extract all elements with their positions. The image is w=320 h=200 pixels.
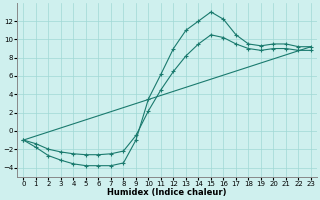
X-axis label: Humidex (Indice chaleur): Humidex (Indice chaleur) [108,188,227,197]
